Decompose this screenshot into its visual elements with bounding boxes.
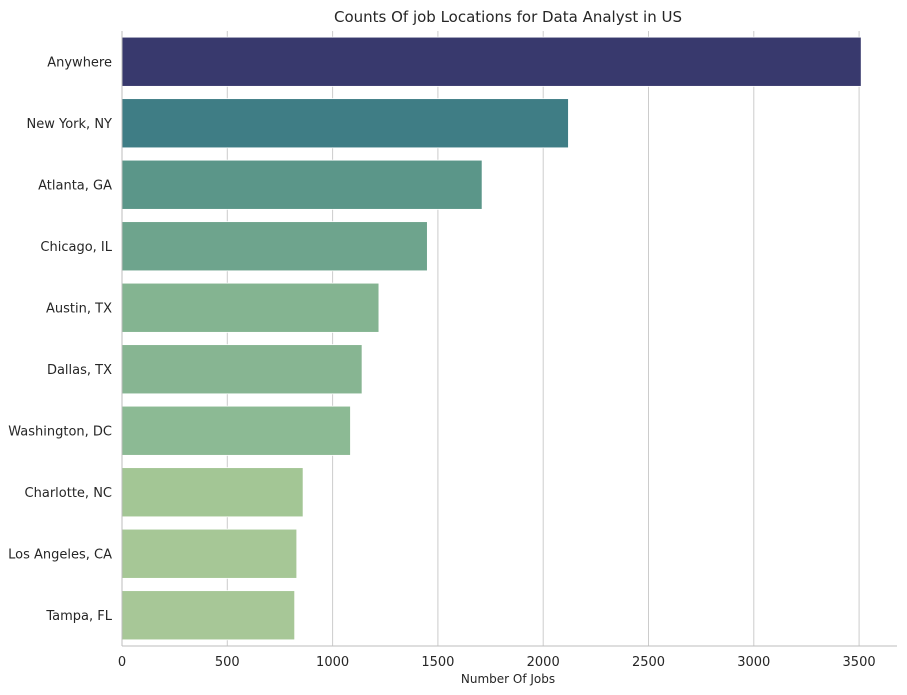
bar bbox=[121, 36, 862, 87]
x-tick-labels: 0 500 1000 1500 2000 2500 3000 3500 bbox=[118, 655, 876, 670]
bar bbox=[121, 221, 428, 272]
x-tick-label: 0 bbox=[118, 655, 126, 670]
y-tick-label: Washington, DC bbox=[8, 424, 112, 439]
bar bbox=[121, 282, 380, 333]
x-tick-label: 3500 bbox=[843, 655, 876, 670]
x-tick-label: 1000 bbox=[316, 655, 349, 670]
x-tick-label: 3000 bbox=[737, 655, 770, 670]
y-tick-label: Anywhere bbox=[47, 55, 112, 70]
x-tick-label: 1500 bbox=[421, 655, 454, 670]
x-tick-label: 500 bbox=[215, 655, 240, 670]
bars bbox=[121, 36, 862, 641]
bar bbox=[121, 590, 296, 641]
bar bbox=[121, 98, 569, 149]
x-tick-label: 2000 bbox=[527, 655, 560, 670]
bar bbox=[121, 467, 304, 518]
y-tick-label: Dallas, TX bbox=[47, 363, 112, 378]
bar bbox=[121, 159, 483, 210]
y-tick-label: Austin, TX bbox=[46, 301, 112, 316]
x-tick-label: 2500 bbox=[632, 655, 665, 670]
bar bbox=[121, 405, 351, 456]
x-axis-label: Number Of Jobs bbox=[461, 672, 555, 686]
y-tick-label: New York, NY bbox=[27, 117, 113, 132]
bar bbox=[121, 528, 298, 579]
y-tick-label: Chicago, IL bbox=[40, 240, 112, 255]
bar bbox=[121, 344, 363, 395]
y-tick-label: Los Angeles, CA bbox=[8, 547, 112, 562]
y-tick-label: Charlotte, NC bbox=[25, 486, 112, 501]
y-tick-label: Tampa, FL bbox=[45, 609, 112, 624]
y-tick-label: Atlanta, GA bbox=[38, 178, 112, 193]
y-tick-labels: Anywhere New York, NY Atlanta, GA Chicago, … bbox=[8, 55, 113, 624]
chart-title: Counts Of job Locations for Data Analyst… bbox=[334, 8, 682, 26]
